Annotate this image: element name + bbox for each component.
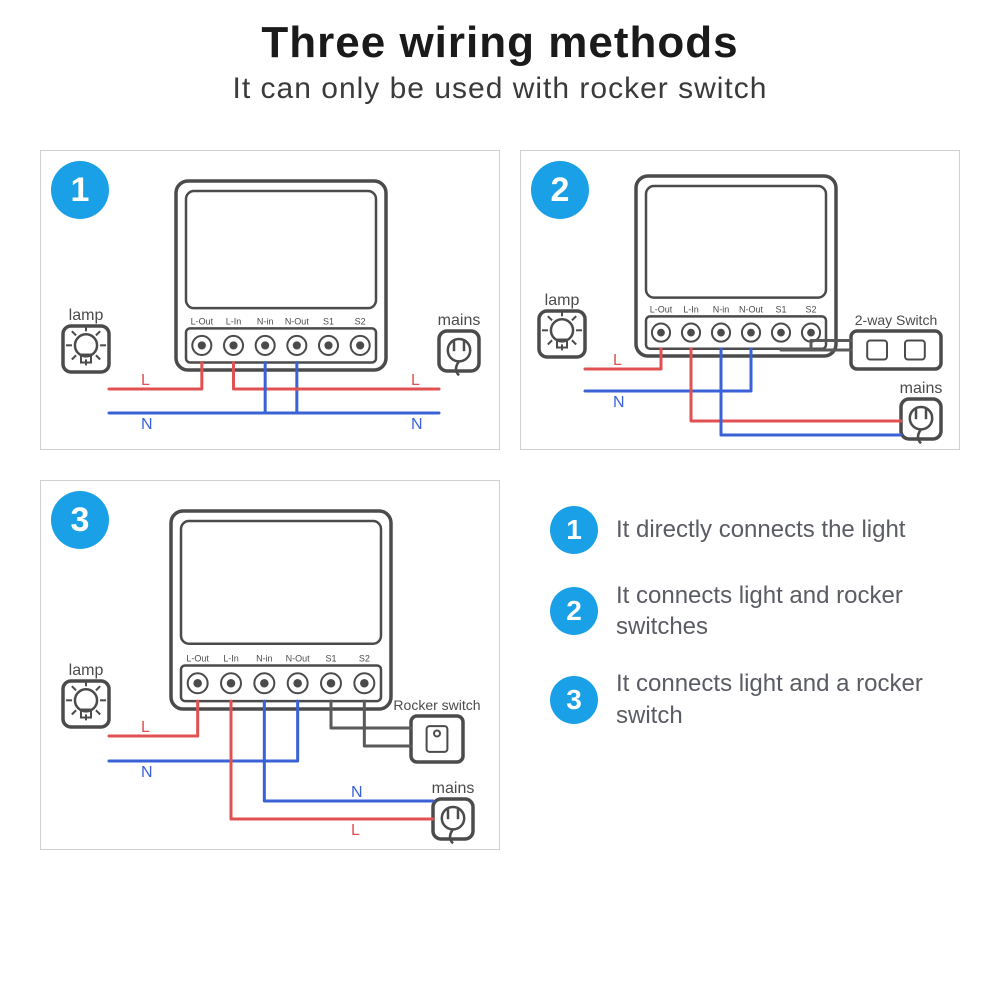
svg-text:L-In: L-In	[226, 316, 242, 326]
wiring-diagram-3: L-Out L-In N-in N-Out S1 S2 lamp mains Rocker…	[41, 481, 501, 851]
panels-area: 1 L-Out L-In N-in N-Out S1 S2 lamp mains L N L N…	[0, 150, 1000, 980]
legend-text-3: It connects light and a rocker switch	[616, 668, 946, 730]
svg-text:L-In: L-In	[223, 653, 239, 663]
legend-item-1: 1 It directly connects the light	[550, 506, 946, 554]
svg-text:N: N	[141, 764, 153, 781]
svg-text:N: N	[613, 394, 625, 411]
svg-text:mains: mains	[900, 380, 943, 397]
svg-text:2-way Switch: 2-way Switch	[855, 312, 937, 328]
svg-text:lamp: lamp	[69, 307, 104, 324]
legend-item-3: 3 It connects light and a rocker switch	[550, 668, 946, 730]
legend-badge-1: 1	[550, 506, 598, 554]
svg-text:N-in: N-in	[713, 304, 730, 314]
svg-text:L: L	[351, 822, 360, 839]
svg-text:L: L	[141, 372, 150, 389]
svg-text:L-In: L-In	[683, 304, 699, 314]
wiring-diagram-1: L-Out L-In N-in N-Out S1 S2 lamp mains L N L N	[41, 151, 501, 451]
svg-text:L: L	[411, 372, 420, 389]
svg-text:S2: S2	[805, 304, 816, 314]
svg-text:N-Out: N-Out	[285, 316, 310, 326]
svg-text:N: N	[411, 416, 423, 433]
svg-text:S1: S1	[325, 653, 336, 663]
svg-text:L-Out: L-Out	[191, 316, 214, 326]
svg-text:L: L	[613, 352, 622, 369]
svg-text:S2: S2	[355, 316, 366, 326]
svg-text:L-Out: L-Out	[650, 304, 673, 314]
legend-text-1: It directly connects the light	[616, 514, 905, 545]
svg-text:lamp: lamp	[69, 662, 104, 679]
svg-text:S1: S1	[775, 304, 786, 314]
wiring-panel-2: 2 L-OutL-InN-inN-OutS1S2 lamp mains 2-wa…	[520, 150, 960, 450]
page-title: Three wiring methods	[0, 18, 1000, 68]
svg-text:mains: mains	[438, 312, 481, 329]
svg-text:lamp: lamp	[545, 292, 580, 309]
svg-text:S1: S1	[323, 316, 334, 326]
svg-text:mains: mains	[432, 780, 475, 797]
wiring-diagram-2: L-Out L-In N-in N-Out S1 S2 lamp mains 2-way …	[521, 151, 961, 451]
svg-text:N-in: N-in	[256, 653, 273, 663]
svg-text:L-Out: L-Out	[186, 653, 209, 663]
svg-text:Rocker switch: Rocker switch	[393, 697, 480, 713]
legend-item-2: 2 It connects light and rocker switches	[550, 580, 946, 642]
legend: 1 It directly connects the light 2 It co…	[550, 500, 946, 757]
svg-text:N-in: N-in	[257, 316, 274, 326]
legend-badge-2: 2	[550, 587, 598, 635]
legend-badge-3: 3	[550, 676, 598, 724]
svg-text:S2: S2	[359, 653, 370, 663]
legend-text-2: It connects light and rocker switches	[616, 580, 946, 642]
wiring-panel-3: 3 L-OutL-InN-inN-OutS1S2 lamp mains Rock…	[40, 480, 500, 850]
svg-text:N: N	[141, 416, 153, 433]
svg-text:N-Out: N-Out	[739, 304, 764, 314]
svg-text:N-Out: N-Out	[286, 653, 311, 663]
wiring-panel-1: 1 L-OutL-InN-inN-OutS1S2 lamp mains LNLN	[40, 150, 500, 450]
page-subtitle: It can only be used with rocker switch	[0, 72, 1000, 106]
svg-text:L: L	[141, 719, 150, 736]
svg-text:N: N	[351, 784, 363, 801]
